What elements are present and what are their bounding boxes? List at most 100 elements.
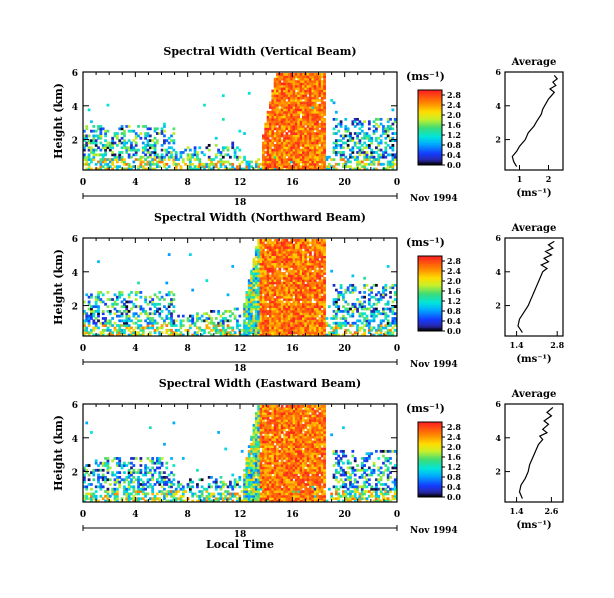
heatmap-cell xyxy=(106,478,110,482)
heatmap-cell xyxy=(287,281,291,285)
heatmap-cell xyxy=(269,260,272,264)
heatmap-cell xyxy=(372,132,376,135)
heatmap-cell xyxy=(306,248,310,252)
heatmap-cell xyxy=(87,324,91,327)
heatmap-cell xyxy=(257,165,261,169)
heatmap-cell xyxy=(285,110,289,114)
heatmap-cell xyxy=(320,283,324,287)
heatmap-cell xyxy=(264,497,268,501)
heatmap-cell xyxy=(311,276,315,280)
heatmap-cell xyxy=(273,243,277,247)
heatmap-cell xyxy=(99,160,103,164)
heatmap-cell xyxy=(351,155,355,159)
heatmap-cell xyxy=(302,143,305,147)
heatmap-cell xyxy=(196,155,199,159)
heatmap-cell xyxy=(273,253,277,256)
heatmap-cell xyxy=(323,262,326,266)
heatmap-cell xyxy=(97,319,100,323)
heatmap-cell xyxy=(337,307,341,311)
heatmap-cell xyxy=(99,468,103,472)
heatmap-cell xyxy=(313,279,317,282)
heatmap-cell xyxy=(92,125,96,128)
heatmap-cell xyxy=(123,480,126,484)
heatmap-cell xyxy=(210,167,213,171)
heatmap-cell xyxy=(278,141,282,145)
heatmap-cell xyxy=(323,279,326,282)
heatmap-cell xyxy=(292,253,296,256)
heatmap-cell xyxy=(141,155,145,159)
heatmap-cell xyxy=(318,333,322,337)
heatmap-cell xyxy=(236,146,239,150)
heatmap-cell xyxy=(370,153,374,157)
heatmap-cell xyxy=(191,167,195,171)
heatmap-cells xyxy=(83,73,398,171)
heatmap-cell xyxy=(365,317,369,320)
heatmap-cell xyxy=(367,146,371,150)
heatmap-cell xyxy=(304,314,308,318)
heatmap-cell xyxy=(243,158,246,161)
heatmap-cell xyxy=(306,75,310,79)
heatmap-cell xyxy=(283,281,286,285)
heatmap-cell xyxy=(90,483,93,486)
x-tick-label: 0 xyxy=(394,344,400,354)
heatmap-cell xyxy=(316,253,319,256)
colorbar-swatch xyxy=(418,267,442,270)
heatmap-cell xyxy=(311,288,315,292)
heatmap-cell xyxy=(318,288,322,292)
heatmap-cell xyxy=(259,494,263,498)
heatmap-cell xyxy=(290,328,293,332)
heatmap-cell xyxy=(266,309,270,313)
heatmap-cell xyxy=(372,162,376,166)
heatmap-cell xyxy=(261,412,265,415)
colorbar-tick-label: 2.4 xyxy=(447,266,461,276)
heatmap-cell xyxy=(259,475,263,479)
heatmap-cell xyxy=(290,272,293,275)
heatmap-cell xyxy=(316,108,319,112)
heatmap-cell xyxy=(158,314,162,318)
heatmap-cell xyxy=(285,91,289,95)
panel-title: Spectral Width (Northward Beam) xyxy=(154,211,366,224)
heatmap-cell xyxy=(351,302,355,306)
heatmap-cell xyxy=(306,274,310,278)
heatmap-cell xyxy=(311,113,315,116)
heatmap-cell xyxy=(316,110,319,114)
heatmap-cell xyxy=(276,328,279,332)
heatmap-cell xyxy=(311,117,315,121)
heatmap-cell xyxy=(309,75,312,79)
heatmap-cell xyxy=(177,485,180,489)
heatmap-cell xyxy=(250,302,253,306)
heatmap-cell xyxy=(252,480,256,484)
profile-y-tick-label: 4 xyxy=(495,267,501,277)
heatmap-cell xyxy=(99,148,103,152)
heatmap-cell xyxy=(320,82,324,86)
heatmap-cell xyxy=(214,155,218,159)
heatmap-cell xyxy=(271,272,275,275)
heatmap-cell xyxy=(236,321,239,325)
heatmap-cell xyxy=(233,314,237,318)
heatmap-cell xyxy=(97,295,100,299)
heatmap-cell xyxy=(252,305,256,309)
heatmap-cell xyxy=(309,143,312,147)
heatmap-cell xyxy=(278,300,282,304)
heatmap-cell xyxy=(304,122,308,126)
heatmap-cell xyxy=(320,333,324,337)
heatmap-cell xyxy=(172,162,176,166)
heatmap-cell xyxy=(172,139,176,143)
heatmap-cell xyxy=(257,497,261,501)
heatmap-cell xyxy=(285,158,289,161)
heatmap-cell xyxy=(311,255,315,259)
y-tick-label: 4 xyxy=(72,103,78,113)
heatmap-cell xyxy=(207,499,211,503)
heatmap-cell xyxy=(120,160,124,164)
colorbar-swatch xyxy=(418,120,442,123)
heatmap-cell xyxy=(290,82,293,86)
heatmap-cell xyxy=(294,141,298,145)
heatmap-cell xyxy=(278,136,282,140)
heatmap-cell xyxy=(271,257,275,261)
heatmap-cell xyxy=(264,459,268,463)
heatmap-cell xyxy=(323,272,326,275)
heatmap-cell xyxy=(137,314,140,318)
heatmap-cell xyxy=(191,155,195,159)
heatmap-cell xyxy=(200,162,204,166)
heatmap-cell xyxy=(280,151,284,154)
